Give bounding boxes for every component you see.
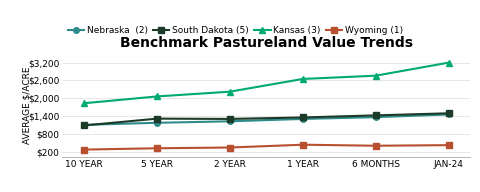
Nebraska  (2)	[445, 113, 451, 116]
South Dakota (5)	[373, 114, 379, 117]
Line: South Dakota (5): South Dakota (5)	[82, 111, 451, 128]
Wyoming (1)	[445, 144, 451, 146]
Line: Kansas (3): Kansas (3)	[81, 59, 452, 107]
South Dakota (5)	[300, 116, 306, 119]
Kansas (3)	[300, 78, 306, 80]
Nebraska  (2)	[154, 122, 160, 124]
Kansas (3)	[154, 95, 160, 98]
Kansas (3)	[373, 74, 379, 77]
Y-axis label: AVERAGE $/ACRE: AVERAGE $/ACRE	[23, 67, 31, 144]
South Dakota (5)	[82, 124, 87, 127]
Title: Benchmark Pastureland Value Trends: Benchmark Pastureland Value Trends	[120, 36, 413, 50]
South Dakota (5)	[227, 118, 233, 120]
Kansas (3)	[227, 90, 233, 93]
Line: Nebraska  (2): Nebraska (2)	[82, 112, 451, 128]
Kansas (3)	[445, 61, 451, 64]
South Dakota (5)	[154, 118, 160, 120]
Line: Wyoming (1): Wyoming (1)	[82, 142, 451, 152]
Nebraska  (2)	[300, 118, 306, 120]
Legend: Nebraska  (2), South Dakota (5), Kansas (3), Wyoming (1): Nebraska (2), South Dakota (5), Kansas (…	[67, 25, 404, 36]
Nebraska  (2)	[82, 124, 87, 126]
Wyoming (1)	[154, 147, 160, 149]
Nebraska  (2)	[373, 116, 379, 118]
Nebraska  (2)	[227, 120, 233, 122]
Wyoming (1)	[227, 146, 233, 149]
South Dakota (5)	[445, 112, 451, 114]
Wyoming (1)	[82, 148, 87, 151]
Kansas (3)	[82, 102, 87, 104]
Wyoming (1)	[300, 144, 306, 146]
Wyoming (1)	[373, 145, 379, 147]
